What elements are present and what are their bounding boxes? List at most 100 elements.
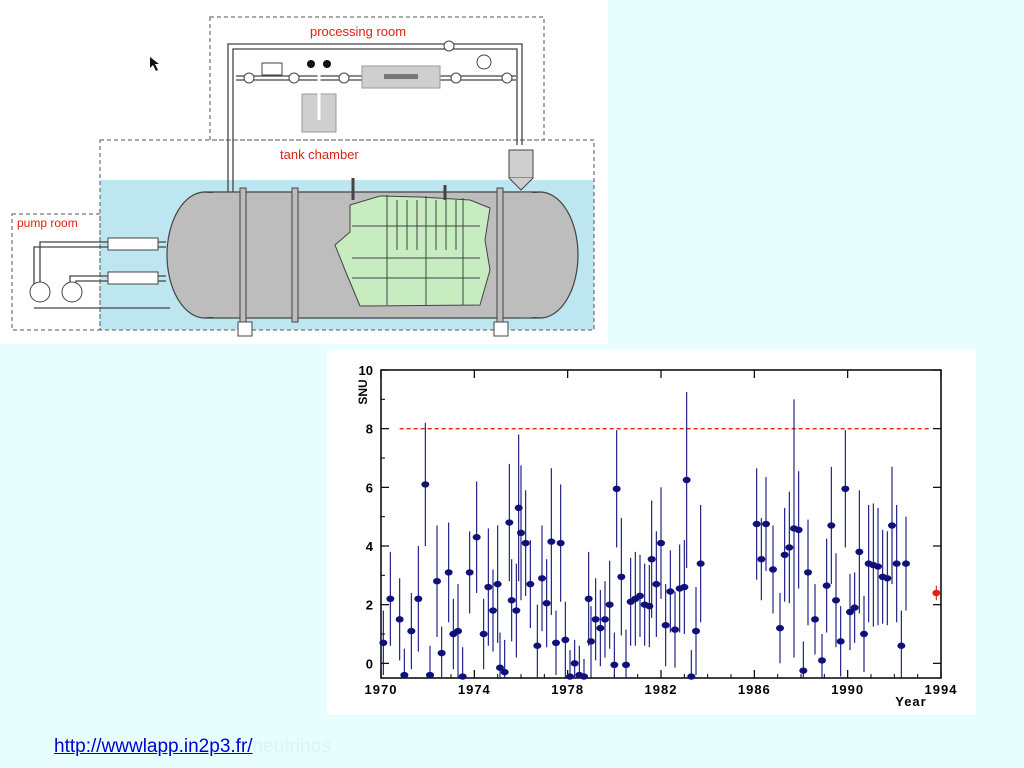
data-point: [437, 649, 446, 657]
data-point: [414, 595, 423, 602]
data-point: [652, 580, 661, 588]
data-point: [591, 616, 600, 623]
data-point: [601, 616, 609, 623]
data-point: [561, 636, 570, 644]
y-tick-label: 2: [366, 598, 373, 613]
data-point: [507, 597, 516, 604]
x-tick-label: 1994: [925, 682, 958, 697]
y-tick-label: 0: [366, 656, 373, 671]
footer: http://wwwlapp.in2p3.fr/neutrinos: [54, 736, 331, 758]
data-point: [500, 668, 509, 676]
data-point: [822, 582, 831, 589]
data-point: [874, 563, 882, 570]
data-point: [897, 642, 906, 649]
data-point: [538, 575, 546, 582]
data-point: [617, 573, 626, 580]
data-point: [827, 522, 836, 529]
pump-room-bg: [14, 228, 100, 330]
data-point: [556, 539, 565, 547]
source-link[interactable]: http://wwwlapp.in2p3.fr/: [54, 736, 253, 757]
data-point: [850, 604, 859, 611]
data-point: [860, 630, 868, 638]
data-point: [832, 597, 840, 604]
data-point: [379, 639, 388, 646]
processing-room-label: processing room: [310, 24, 406, 39]
data-point: [680, 583, 689, 591]
data-point: [636, 592, 644, 600]
data-point: [479, 630, 488, 638]
data-point: [883, 575, 892, 582]
data-point: [458, 673, 467, 680]
y-axis-label: SNU: [356, 379, 370, 404]
data-point: [580, 673, 588, 680]
x-tick-label: 1978: [551, 682, 584, 697]
data-point: [484, 583, 493, 591]
data-point: [454, 627, 462, 635]
data-point: [547, 538, 556, 545]
tank-chamber-outline: [99, 139, 595, 331]
data-point: [584, 595, 593, 602]
y-tick-label: 4: [366, 539, 374, 554]
data-point: [692, 627, 700, 635]
data-point: [605, 601, 614, 608]
snu-chart: 0 2 4 6 8 10 1970 1974 1978 1982 1986 1990 1994 SNU Ye…: [327, 350, 976, 715]
data-point: [505, 519, 514, 526]
data-point: [493, 580, 502, 588]
data-point: [517, 529, 525, 536]
data-point: [841, 485, 850, 492]
data-point: [395, 616, 404, 623]
data-point: [818, 657, 826, 664]
data-point: [512, 607, 521, 614]
data-point: [587, 638, 595, 645]
footer-faded-text: neutrinos: [252, 736, 331, 757]
data-point: [612, 485, 621, 492]
data-point: [552, 639, 560, 646]
mouse-cursor-icon: [150, 57, 159, 71]
data-point: [610, 661, 619, 668]
data-point: [421, 481, 430, 488]
data-point: [596, 624, 605, 632]
data-point: [892, 560, 901, 567]
x-tick-label: 1982: [645, 682, 678, 697]
data-point: [489, 607, 497, 614]
tank-chamber-label: tank chamber: [280, 147, 359, 162]
x-tick-label: 1974: [458, 682, 491, 697]
data-point: [757, 556, 766, 563]
data-point: [836, 638, 845, 645]
data-point: [769, 566, 777, 573]
data-point: [799, 667, 808, 674]
data-point: [657, 539, 665, 547]
data-point: [570, 660, 579, 667]
data-point: [855, 548, 864, 556]
data-point: [804, 569, 812, 576]
data-point: [526, 580, 535, 588]
data-point: [794, 526, 803, 534]
data-point: [400, 671, 409, 679]
detector-diagram-svg: processing room tank chamber pump room: [11, 16, 595, 337]
detector-diagram: processing room tank chamber pump room: [0, 0, 608, 344]
data-point: [811, 616, 819, 623]
data-point: [696, 560, 705, 567]
data-point: [386, 595, 395, 602]
data-point: [472, 534, 481, 541]
x-tick-label: 1970: [365, 682, 398, 697]
data-point: [661, 622, 670, 629]
data-point: [444, 569, 453, 576]
data-point: [426, 671, 434, 679]
data-point: [888, 522, 896, 529]
data-point: [542, 600, 551, 607]
data-point: [521, 539, 530, 547]
data-point: [846, 608, 854, 616]
data-point: [687, 673, 696, 680]
data-point: [671, 626, 679, 633]
data-point: [932, 589, 941, 597]
pump-room-label: pump room: [17, 216, 78, 230]
y-tick-label: 10: [359, 363, 373, 378]
pump-room-outline: [11, 213, 101, 331]
data-point: [622, 661, 630, 668]
data-point: [762, 520, 770, 528]
data-point: [465, 569, 474, 576]
data-point: [780, 551, 789, 558]
x-tick-label: 1986: [738, 682, 771, 697]
x-tick-label: 1990: [831, 682, 864, 697]
